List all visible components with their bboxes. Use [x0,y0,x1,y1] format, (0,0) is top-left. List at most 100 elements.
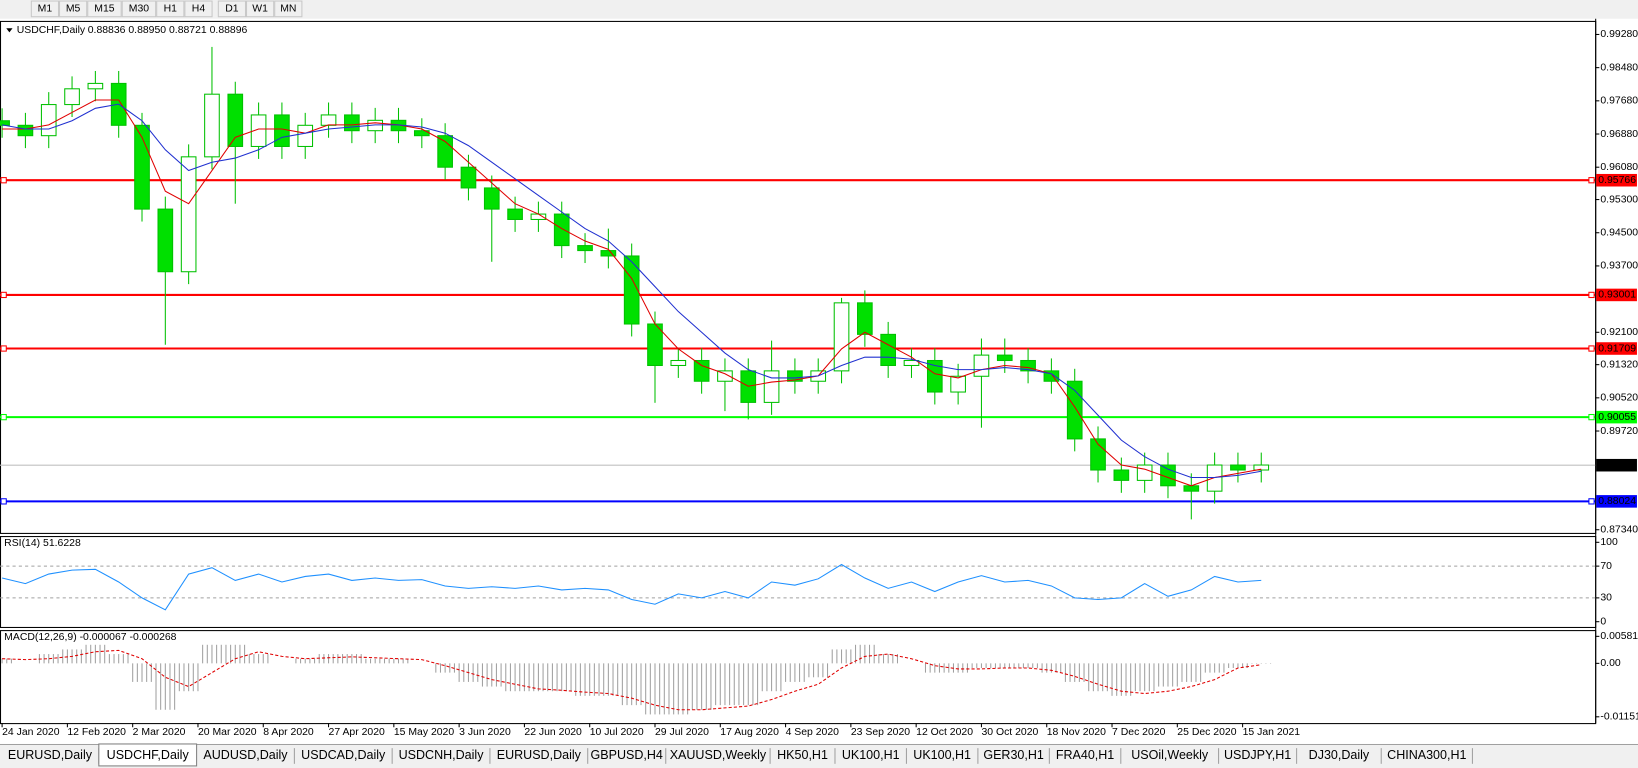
candle-body [1230,464,1246,471]
tab-label[interactable]: UK100,H1 [842,748,900,762]
candle-body [17,124,34,137]
level-handle[interactable] [1588,177,1595,184]
candle-body [1136,464,1153,481]
candle-body [320,114,337,126]
timeframe-label[interactable]: MN [280,4,296,15]
candle-body [600,250,617,257]
tab-label[interactable]: FRA40,H1 [1056,748,1114,762]
level-handle[interactable] [1588,413,1595,421]
tab-label[interactable]: USDCHF,Daily [107,748,190,762]
tab[interactable]: UK100,H1 [913,748,979,764]
tab-label[interactable]: EURUSD,Daily [8,748,93,762]
y-tick-label: 0.97680 [1600,96,1638,107]
candle-body [297,124,314,147]
tab[interactable]: XAUUSD,Weekly [670,748,771,764]
timeframe-label[interactable]: M30 [129,4,149,15]
tab[interactable]: AUDUSD,Daily [203,748,295,764]
x-tick-label: 25 Dec 2020 [1177,727,1236,738]
tab[interactable]: EURUSD,Daily [8,748,100,764]
candle-body [250,114,267,147]
y-tick-label: 0.98480 [1600,62,1638,73]
level-handle[interactable] [0,345,7,352]
tab-label[interactable]: AUDUSD,Daily [203,748,288,762]
timeframe-button[interactable] [217,0,247,18]
tab[interactable]: USDJPY,H1 [1224,748,1298,764]
tab[interactable]: FRA40,H1 [1056,748,1122,764]
tab-label[interactable]: EURUSD,Daily [497,748,582,762]
timeframe-label[interactable]: H4 [192,4,206,15]
tab[interactable]: USOil,Weekly [1131,748,1220,764]
level-handle[interactable] [1588,498,1595,505]
timeframe-button[interactable] [59,0,88,18]
collapse-arrow[interactable] [6,28,13,33]
tab-label[interactable]: CHINA300,H1 [1387,748,1466,762]
timeframe-button[interactable] [184,0,213,18]
macd-signal [2,649,1262,711]
tab[interactable]: CHINA300,H1 [1387,748,1473,764]
chart-symbol: USDCHF,Daily [17,25,86,36]
y-tick-label: 0.96880 [1600,129,1638,140]
timeframe-button[interactable] [121,0,157,18]
candle-body [460,166,477,189]
tab-label[interactable]: HK50,H1 [777,748,828,762]
tab-label[interactable]: USDCAD,Daily [301,748,386,762]
tab-active[interactable] [98,743,198,767]
timeframe-button[interactable] [156,0,185,18]
x-tick-label: 2 Mar 2020 [133,727,186,738]
candle-body [483,187,500,210]
tab[interactable]: USDCHF,Daily [98,743,198,767]
timeframe-label[interactable]: M15 [94,4,114,15]
candle-body [0,120,10,126]
tab-label[interactable]: UK100,H1 [913,748,971,762]
level-handle[interactable] [0,498,7,505]
level-handle[interactable] [0,177,7,184]
moving-average [2,103,1262,479]
candle-body [950,375,966,393]
tab[interactable]: HK50,H1 [777,748,836,764]
tab-label[interactable]: USDJPY,H1 [1224,748,1291,762]
timeframe-label[interactable]: H1 [164,4,178,15]
tab-bar [0,743,1638,768]
candle-body [87,82,104,90]
current-price-label: 0.88896 [1598,460,1636,471]
y-tick-label: 0.89720 [1600,426,1638,437]
chart-ohlc: 0.88836 0.88950 0.88721 0.88896 [88,25,248,36]
timeframe-button[interactable] [246,0,275,18]
tab-label[interactable]: USOil,Weekly [1131,748,1209,762]
level-handle[interactable] [1588,291,1595,299]
x-tick-label: 20 Mar 2020 [198,727,257,738]
x-tick-label: 15 May 2020 [394,727,455,738]
timeframe-button[interactable] [87,0,122,18]
tab-label[interactable]: GBPUSD,H4 [591,748,663,762]
tab[interactable]: GER30,H1 [983,748,1050,764]
candle-body [227,93,244,147]
candle-body [64,88,80,106]
tab-label[interactable]: USDCNH,Daily [399,748,485,762]
x-tick-label: 27 Apr 2020 [329,727,385,738]
tab[interactable]: UK100,H1 [842,748,907,764]
timeframe-button[interactable] [274,0,303,18]
tab-label[interactable]: GER30,H1 [983,748,1044,762]
tab[interactable]: USDCNH,Daily [399,748,491,764]
toolbar [0,0,1638,19]
x-tick-label: 15 Jan 2021 [1243,727,1301,738]
level-price-box [1596,410,1637,424]
timeframe-label[interactable]: M1 [38,4,53,15]
candle-body [507,208,523,220]
timeframe-button[interactable] [30,0,60,18]
level-handle[interactable] [0,413,7,421]
tab[interactable]: DJ30,Daily [1309,748,1382,764]
timeframe-label[interactable]: M5 [66,4,81,15]
level-handle[interactable] [0,291,7,299]
tab[interactable]: EURUSD,Daily [497,748,589,764]
level-handle[interactable] [1588,345,1595,352]
timeframe-label[interactable]: W1 [252,4,268,15]
tab[interactable]: GBPUSD,H4 [591,748,667,764]
timeframe-label[interactable]: D1 [225,4,239,15]
tab-label[interactable]: XAUUSD,Weekly [670,748,767,762]
y-tick-label: 0.92100 [1600,327,1638,338]
tab-label[interactable]: DJ30,Daily [1309,748,1370,762]
level-price-box [1596,342,1637,355]
y-tick-label: 100 [1600,537,1618,548]
tab[interactable]: USDCAD,Daily [301,748,393,764]
